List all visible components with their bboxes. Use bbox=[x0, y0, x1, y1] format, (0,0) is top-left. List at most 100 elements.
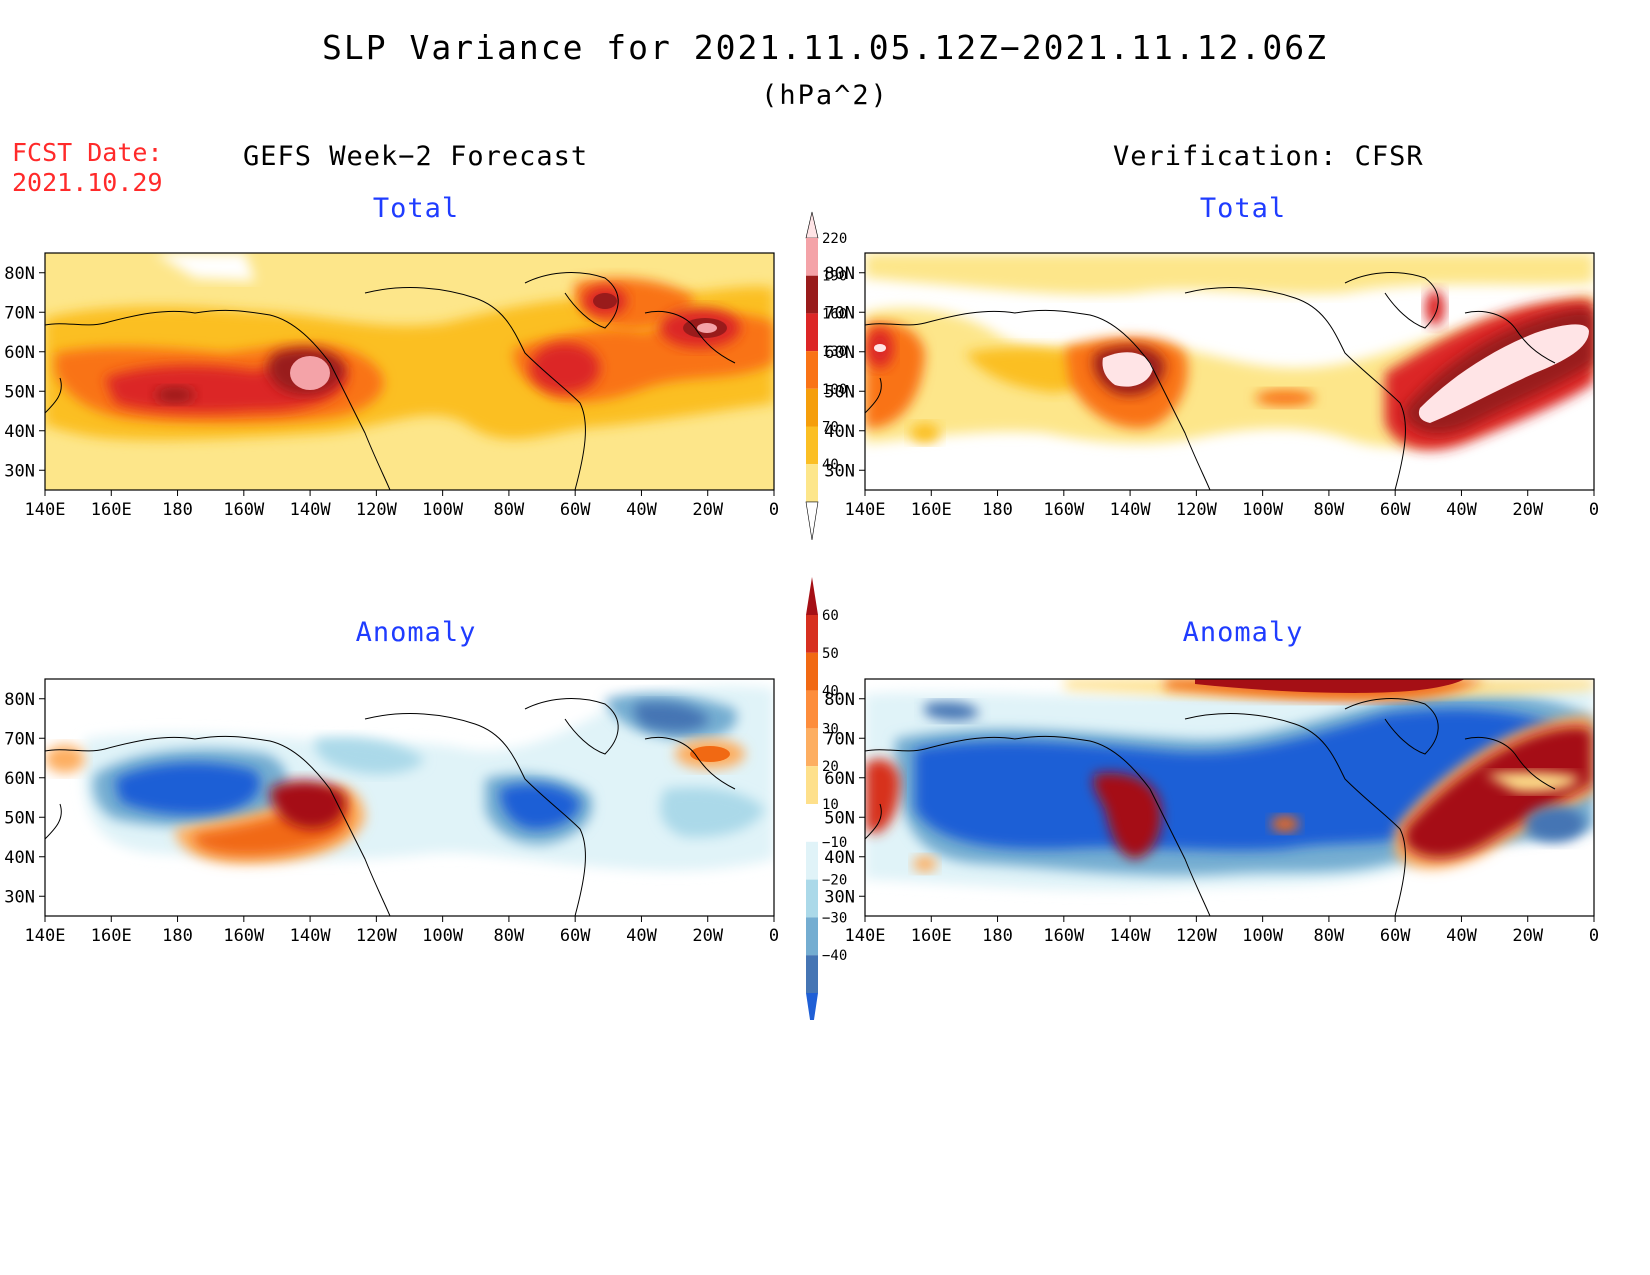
colorbar-total-swatch bbox=[806, 388, 818, 427]
lon-tick-label: 20W bbox=[692, 926, 723, 946]
lat-tick-label: 80N bbox=[824, 264, 855, 284]
colorbar-anomaly-label: 20 bbox=[822, 759, 839, 775]
colorbar-anomaly-swatch bbox=[806, 917, 818, 956]
colorbar-anomaly-swatch bbox=[806, 766, 818, 804]
colorbar-total-label: 190 bbox=[822, 269, 847, 285]
lon-tick-label: 80W bbox=[494, 926, 525, 946]
colorbar-anomaly-label: 30 bbox=[822, 721, 839, 737]
colorbar-anomaly-swatch bbox=[806, 615, 818, 653]
lon-tick-label: 100W bbox=[422, 500, 464, 520]
lon-tick-label: 160W bbox=[223, 926, 265, 946]
lon-tick-label: 160E bbox=[91, 500, 132, 520]
colorbar-anomaly-label: 50 bbox=[822, 646, 839, 662]
lon-axis-gefs-anomaly: 140E 160E 180 160W 140W 120W 100W 80W 60W 40W 20W 0 bbox=[25, 916, 779, 946]
lat-tick-label: 50N bbox=[4, 808, 35, 828]
colorbar-anomaly-label: 40 bbox=[822, 684, 839, 700]
colorbar-total-top-cap bbox=[805, 211, 819, 239]
lon-tick-label: 120W bbox=[356, 926, 398, 946]
lat-tick-label: 50N bbox=[824, 808, 855, 828]
lat-tick-label: 70N bbox=[4, 303, 35, 323]
map-panel-cfsr-anomaly: 80N 70N 60N 50N 40N 30N 140E 160E 180 160W 140W 12… bbox=[824, 678, 1599, 946]
lon-tick-label: 60W bbox=[1380, 500, 1411, 520]
colorbar-anomaly-swatch bbox=[806, 728, 818, 767]
lon-tick-label: 40W bbox=[626, 500, 657, 520]
coastlines-gefs-anomaly bbox=[44, 698, 736, 917]
lon-tick-label: 180 bbox=[982, 500, 1013, 520]
lat-tick-label: 40N bbox=[4, 422, 35, 442]
lon-tick-label: 140E bbox=[845, 926, 886, 946]
lon-tick-label: 80W bbox=[1314, 926, 1345, 946]
panel-subtitle-gefs-anomaly: Anomaly bbox=[355, 617, 477, 648]
lon-tick-label: 60W bbox=[1380, 926, 1411, 946]
lon-tick-label: 80W bbox=[1314, 500, 1345, 520]
lon-tick-label: 0 bbox=[1589, 500, 1599, 520]
lat-tick-label: 60N bbox=[4, 769, 35, 789]
colorbar-total-swatches bbox=[805, 211, 819, 540]
colorbar-anomaly-label: 60 bbox=[822, 608, 839, 624]
lat-tick-label: 80N bbox=[4, 264, 35, 284]
colorbar-anomaly-top-cap bbox=[806, 577, 818, 615]
colorbar-total: 220 190 160 130 100 70 40 bbox=[805, 211, 847, 540]
fcst-date-value: 2021.10.29 bbox=[12, 168, 163, 197]
colorbar-total-swatch bbox=[806, 275, 818, 314]
fcst-date-block: FCST Date: 2021.10.29 bbox=[12, 138, 163, 198]
colorbar-total-label: 70 bbox=[822, 420, 839, 436]
lat-tick-label: 30N bbox=[824, 887, 855, 907]
colorbar-total-label: 40 bbox=[822, 457, 839, 473]
lon-tick-label: 160W bbox=[1043, 926, 1085, 946]
lon-tick-label: 60W bbox=[560, 500, 591, 520]
colorbar-anomaly-bottom-cap bbox=[806, 993, 818, 1020]
colorbar-total-label: 130 bbox=[822, 344, 847, 360]
column-title-forecast: GEFS Week−2 Forecast bbox=[243, 141, 589, 172]
colorbar-total-swatch bbox=[806, 351, 818, 389]
colorbar-anomaly-swatch bbox=[806, 879, 818, 918]
lon-tick-label: 140W bbox=[1110, 500, 1152, 520]
lon-tick-label: 100W bbox=[1242, 500, 1284, 520]
coastlines-cfsr-anomaly bbox=[864, 698, 1556, 917]
lon-tick-label: 40W bbox=[1446, 926, 1477, 946]
colorbar-total-labels: 220 190 160 130 100 70 40 bbox=[822, 231, 847, 473]
lon-tick-label: 140W bbox=[1110, 926, 1152, 946]
colorbar-anomaly-swatch bbox=[806, 690, 818, 729]
colorbar-total-label: 220 bbox=[822, 231, 847, 247]
lon-tick-label: 140W bbox=[290, 926, 332, 946]
lat-tick-label: 50N bbox=[4, 382, 35, 402]
colorbar-anomaly-label: −20 bbox=[822, 873, 847, 889]
field-cfsr-total bbox=[865, 253, 1594, 490]
lon-tick-label: 160E bbox=[911, 500, 952, 520]
map-panel-gefs-anomaly: 80N 70N 60N 50N 40N 30N 140E 160E 180 160W 140W 12… bbox=[4, 678, 779, 946]
colorbar-anomaly-label: 10 bbox=[822, 797, 839, 813]
coastlines-cfsr-total bbox=[864, 272, 1556, 491]
lat-axis-cfsr-total: 80N 70N 60N 50N 40N 30N bbox=[824, 264, 865, 481]
lon-tick-label: 120W bbox=[356, 500, 398, 520]
lat-tick-label: 70N bbox=[4, 729, 35, 749]
lat-tick-label: 50N bbox=[824, 382, 855, 402]
lat-tick-label: 80N bbox=[4, 690, 35, 710]
colorbar-total-label: 160 bbox=[822, 306, 847, 322]
lon-tick-label: 140W bbox=[290, 500, 332, 520]
lat-tick-label: 40N bbox=[4, 848, 35, 868]
map-panel-gefs-total: 80N 70N 60N 50N 40N 30N 140E 160E 180 160W 140W 12… bbox=[4, 252, 779, 520]
colorbar-anomaly-swatches bbox=[806, 577, 818, 1020]
lon-tick-label: 80W bbox=[494, 500, 525, 520]
lat-tick-label: 30N bbox=[824, 461, 855, 481]
lon-tick-label: 0 bbox=[769, 926, 779, 946]
colorbar-anomaly-swatch bbox=[806, 804, 818, 842]
lon-tick-label: 20W bbox=[1512, 500, 1543, 520]
lon-tick-label: 40W bbox=[626, 926, 657, 946]
lat-tick-label: 30N bbox=[4, 887, 35, 907]
lon-tick-label: 140E bbox=[845, 500, 886, 520]
lon-tick-label: 20W bbox=[692, 500, 723, 520]
colorbar-anomaly-swatch bbox=[806, 955, 818, 993]
lon-tick-label: 0 bbox=[769, 500, 779, 520]
lat-tick-label: 70N bbox=[824, 303, 855, 323]
lon-tick-label: 180 bbox=[162, 500, 193, 520]
main-title: SLP Variance for 2021.11.05.12Z−2021.11.… bbox=[322, 28, 1328, 67]
colorbar-anomaly: 60 50 40 30 20 10 −10 −20 −30 −40 bbox=[806, 577, 847, 1020]
lon-tick-label: 60W bbox=[560, 926, 591, 946]
colorbar-total-swatch bbox=[806, 313, 818, 352]
lon-tick-label: 120W bbox=[1176, 500, 1218, 520]
lat-tick-label: 40N bbox=[824, 422, 855, 442]
colorbar-anomaly-labels: 60 50 40 30 20 10 −10 −20 −30 −40 bbox=[822, 608, 847, 964]
lon-axis-gefs-total: 140E 160E 180 160W 140W 120W 100W 80W 60W 40W 20W 0 bbox=[25, 490, 779, 520]
